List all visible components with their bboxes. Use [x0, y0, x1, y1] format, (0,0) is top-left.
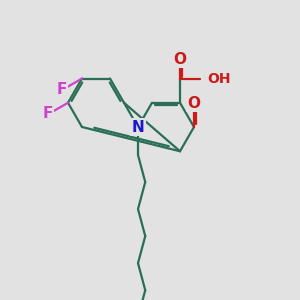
Text: OH: OH	[208, 72, 231, 86]
Text: F: F	[57, 82, 67, 97]
Text: F: F	[43, 106, 53, 121]
Text: O: O	[173, 52, 187, 67]
Text: N: N	[132, 119, 144, 134]
Text: O: O	[188, 96, 200, 111]
